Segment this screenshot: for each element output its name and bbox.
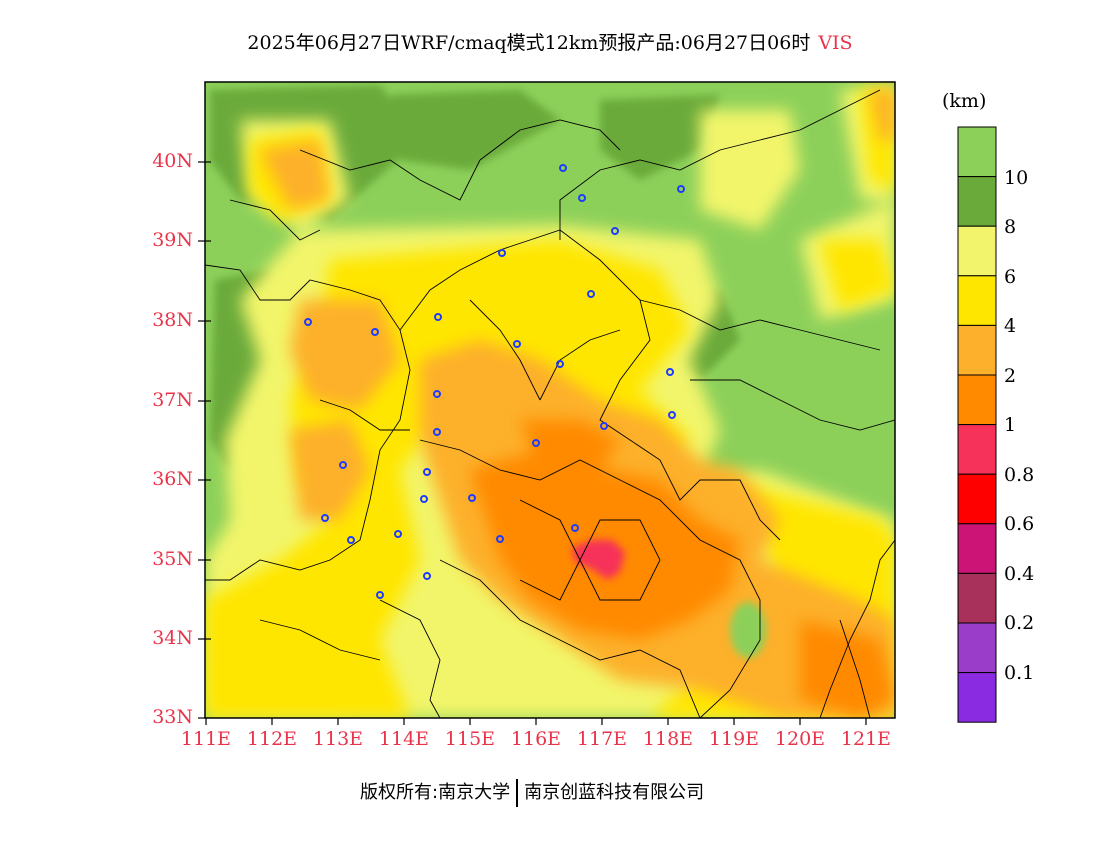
lon-label: 112E (246, 728, 298, 750)
lon-label: 117E (576, 728, 628, 750)
lon-label: 116E (510, 728, 562, 750)
colorbar-band (957, 523, 997, 574)
map-frame (204, 81, 896, 719)
title-main: 2025年06月27日WRF/cmaq模式12km预报产品:06月27日06时 (247, 32, 811, 54)
colorbar-label: 0.8 (1004, 464, 1035, 486)
title-variable: VIS (818, 32, 853, 54)
colorbar-unit: (km) (942, 90, 987, 112)
colorbar-label: 0.2 (1004, 612, 1035, 634)
colorbar-band (957, 374, 997, 426)
colorbar-label: 2 (1004, 365, 1017, 387)
colorbar-band (957, 424, 997, 475)
copyright-left: 版权所有:南京大学 (360, 782, 511, 803)
colorbar-band (957, 324, 997, 376)
lat-label: 33N (152, 706, 193, 728)
colorbar-band (957, 473, 997, 525)
lat-label: 34N (152, 627, 193, 649)
lat-label: 37N (152, 389, 193, 411)
colorbar-band (957, 672, 997, 723)
colorbar-label: 0.4 (1004, 563, 1035, 585)
colorbar-label: 4 (1004, 315, 1017, 337)
colorbar-band (957, 126, 997, 178)
copyright-right: 南京创蓝科技有限公司 (524, 782, 705, 803)
colorbar-band (957, 572, 997, 624)
lon-label: 119E (708, 728, 760, 750)
colorbar-label: 8 (1004, 216, 1017, 238)
footer-separator (516, 779, 519, 807)
lon-label: 113E (312, 728, 364, 750)
colorbar (957, 126, 997, 723)
lat-label: 40N (152, 150, 193, 172)
colorbar-band (957, 275, 997, 326)
colorbar-band (957, 176, 997, 227)
colorbar-label: 0.6 (1004, 513, 1035, 535)
lon-label: 111E (180, 728, 232, 750)
colorbar-label: 1 (1004, 414, 1017, 436)
visibility-field (205, 82, 895, 718)
colorbar-label: 6 (1004, 266, 1017, 288)
lon-label: 114E (378, 728, 430, 750)
map-title: 2025年06月27日WRF/cmaq模式12km预报产品:06月27日06时 V… (0, 28, 1100, 55)
lon-label: 121E (840, 728, 892, 750)
axis-ticks (198, 161, 867, 725)
boundary-lines (205, 89, 895, 718)
colorbar-label: 0.1 (1004, 662, 1035, 684)
colorbar-band (957, 225, 997, 277)
lat-label: 38N (152, 309, 193, 331)
colorbar-band (957, 622, 997, 674)
lat-label: 36N (152, 468, 193, 490)
colorbar-label: 10 (1004, 167, 1029, 189)
lon-label: 118E (642, 728, 694, 750)
lon-label: 115E (444, 728, 496, 750)
station-markers (304, 164, 685, 599)
copyright-footer: 版权所有:南京大学 南京创蓝科技有限公司 (360, 778, 704, 807)
lat-label: 35N (152, 548, 193, 570)
lon-label: 120E (774, 728, 826, 750)
lat-label: 39N (152, 229, 193, 251)
